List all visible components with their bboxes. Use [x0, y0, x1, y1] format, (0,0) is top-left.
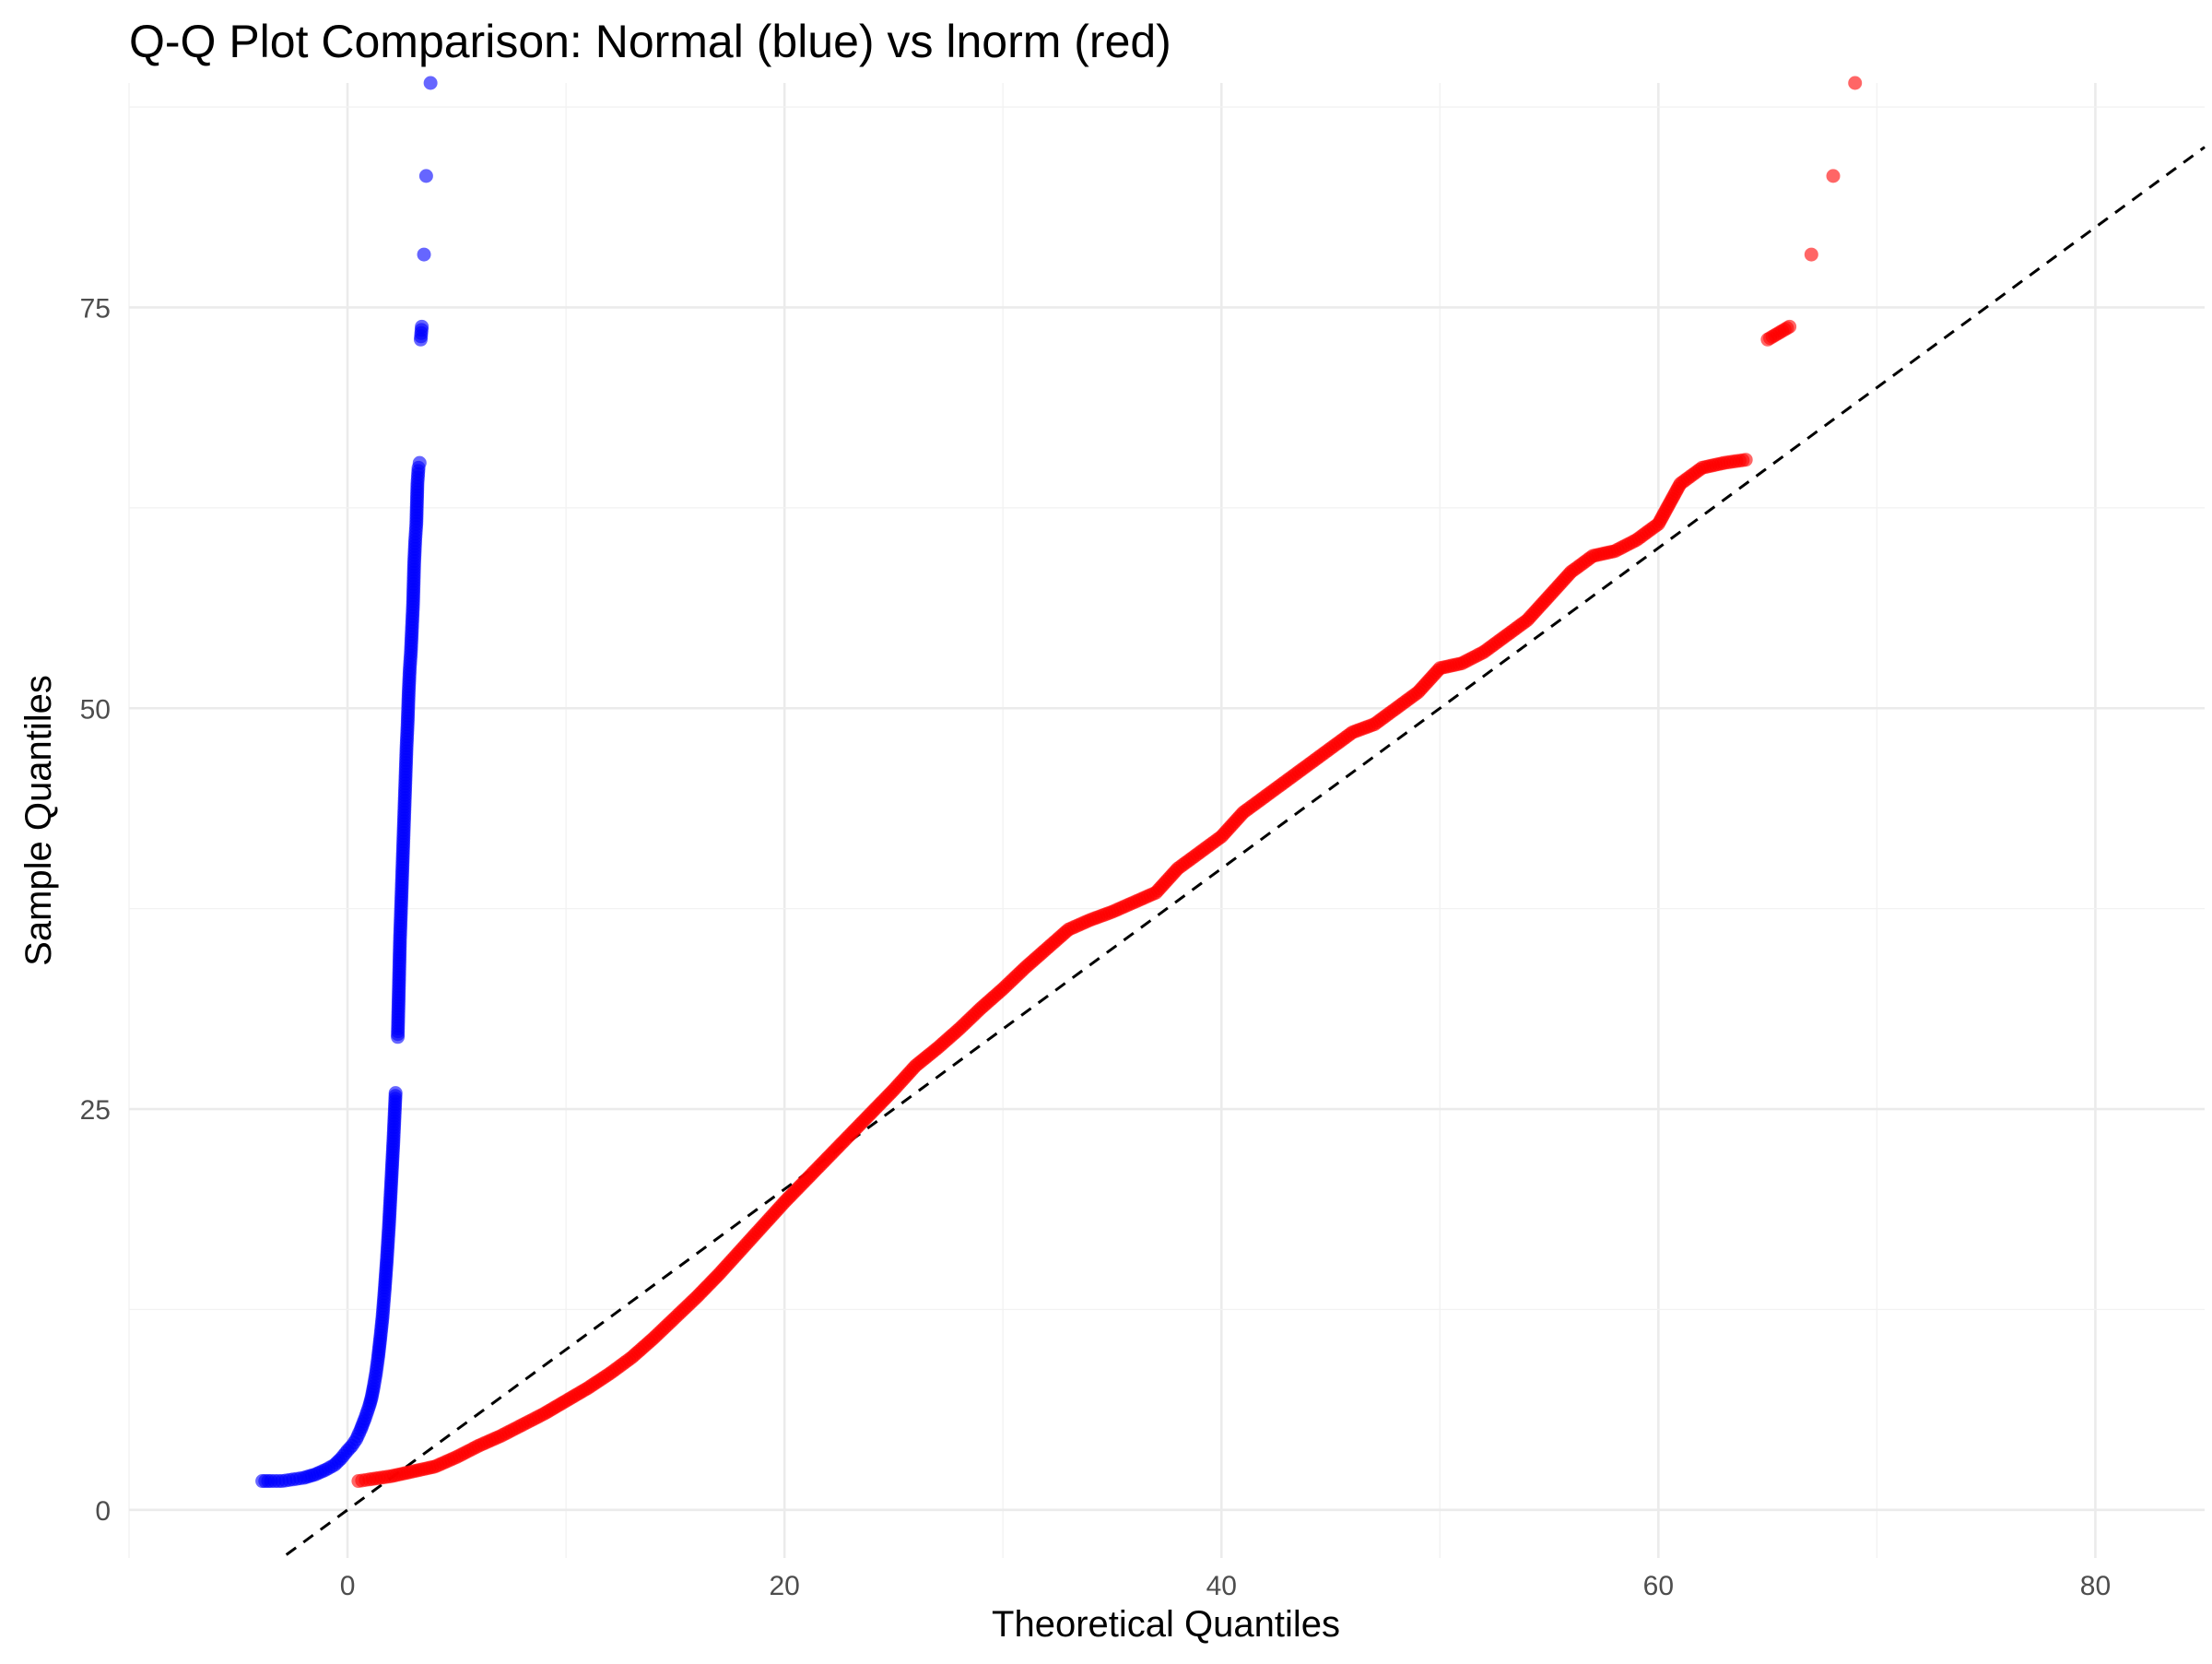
data-point: [1738, 453, 1753, 467]
data-point: [412, 455, 427, 470]
x-axis-ticks: 0 20 40 60 80: [340, 1571, 2111, 1601]
x-tick-label: 0: [340, 1571, 356, 1601]
data-point: [1848, 76, 1863, 90]
x-tick-label: 80: [2080, 1571, 2111, 1601]
data-point: [423, 76, 438, 90]
chart-title: Q-Q Plot Comparison: Normal (blue) vs ln…: [129, 16, 1171, 67]
data-point: [415, 319, 429, 334]
y-axis-ticks: 0 25 50 75: [80, 293, 111, 1526]
y-tick-label: 50: [80, 694, 111, 725]
y-axis-label: Sample Quantiles: [18, 675, 59, 966]
lnorm-series: [351, 76, 1863, 1489]
x-axis-label: Theoretical Quantiles: [992, 1604, 1340, 1645]
y-tick-label: 25: [80, 1095, 111, 1126]
x-tick-label: 20: [769, 1571, 799, 1601]
data-point: [1804, 247, 1818, 262]
data-point: [1826, 169, 1841, 183]
x-tick-label: 60: [1643, 1571, 1674, 1601]
x-tick-label: 40: [1206, 1571, 1237, 1601]
normal-series: [255, 76, 438, 1489]
data-point: [418, 169, 433, 183]
data-point: [388, 1086, 403, 1101]
grid-lines: [128, 83, 2205, 1558]
data-points: [255, 76, 1863, 1489]
y-tick-label: 75: [80, 293, 111, 324]
data-point: [417, 247, 431, 262]
data-point: [1783, 319, 1797, 334]
reference-line: [285, 146, 2206, 1556]
reference-dashed-line: [285, 146, 2206, 1556]
y-tick-label: 0: [95, 1496, 111, 1527]
